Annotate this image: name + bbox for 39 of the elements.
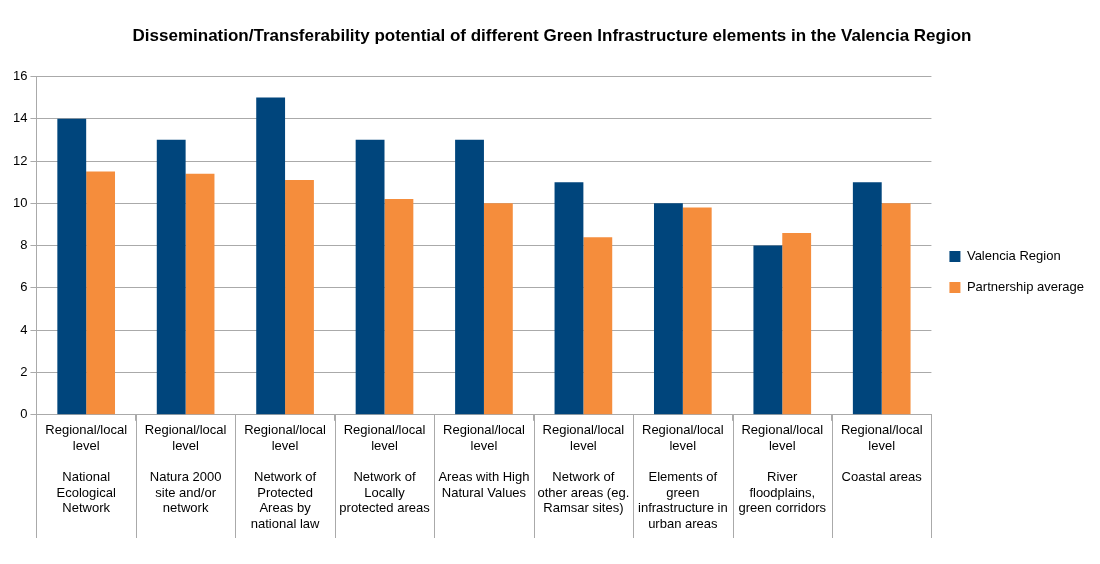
bar	[881, 203, 911, 415]
bar	[355, 139, 385, 415]
y-tick-label: 14	[12, 110, 28, 126]
category-label: Regional/local level Natura 2000 site and/or network	[144, 422, 227, 516]
bar	[583, 237, 613, 415]
bar	[753, 245, 783, 415]
category-label: Regional/local level Network of Locally protected areas	[339, 422, 430, 516]
y-tick-label: 4	[20, 321, 28, 337]
bar	[57, 118, 87, 415]
y-tick-label: 10	[12, 194, 28, 210]
legend-label: Valencia Region	[966, 248, 1061, 264]
y-tick-label: 6	[20, 279, 28, 295]
y-tick-label: 0	[20, 406, 28, 422]
chart-title: Dissemination/Transferability potential of different Green Infrastructure elements in the Valencia Region	[132, 25, 972, 45]
bar	[185, 173, 215, 415]
category-label: Regional/local level Elements of green infrastructure in urban areas	[638, 422, 728, 531]
category-label: Regional/local level River floodplains, green corridors	[738, 422, 826, 516]
bar	[455, 139, 484, 415]
category-label: Regional/local level Network of other areas (eg. Ramsar sites)	[537, 422, 630, 516]
bar	[782, 232, 812, 415]
category-label: Regional/local level Coastal areas	[840, 422, 923, 484]
category-label: Regional/local level Areas with High Natural Values	[438, 422, 530, 500]
y-tick-label: 16	[12, 67, 28, 83]
category-label: Regional/local level National Ecological Network	[45, 422, 128, 516]
y-tick-label: 8	[20, 237, 28, 253]
bar	[554, 182, 584, 415]
bar	[852, 182, 882, 415]
y-tick-label: 12	[12, 152, 28, 168]
bar	[653, 203, 683, 415]
bar	[256, 97, 286, 415]
bar	[86, 171, 116, 415]
y-tick-label: 2	[20, 364, 28, 380]
bar	[285, 180, 314, 415]
bar	[483, 203, 513, 415]
legend-label: Partnership average	[966, 279, 1085, 295]
bar	[682, 207, 712, 415]
bar	[384, 199, 414, 415]
bar	[156, 139, 186, 415]
category-label: Regional/local level Network of Protected Areas by national law	[244, 422, 326, 531]
